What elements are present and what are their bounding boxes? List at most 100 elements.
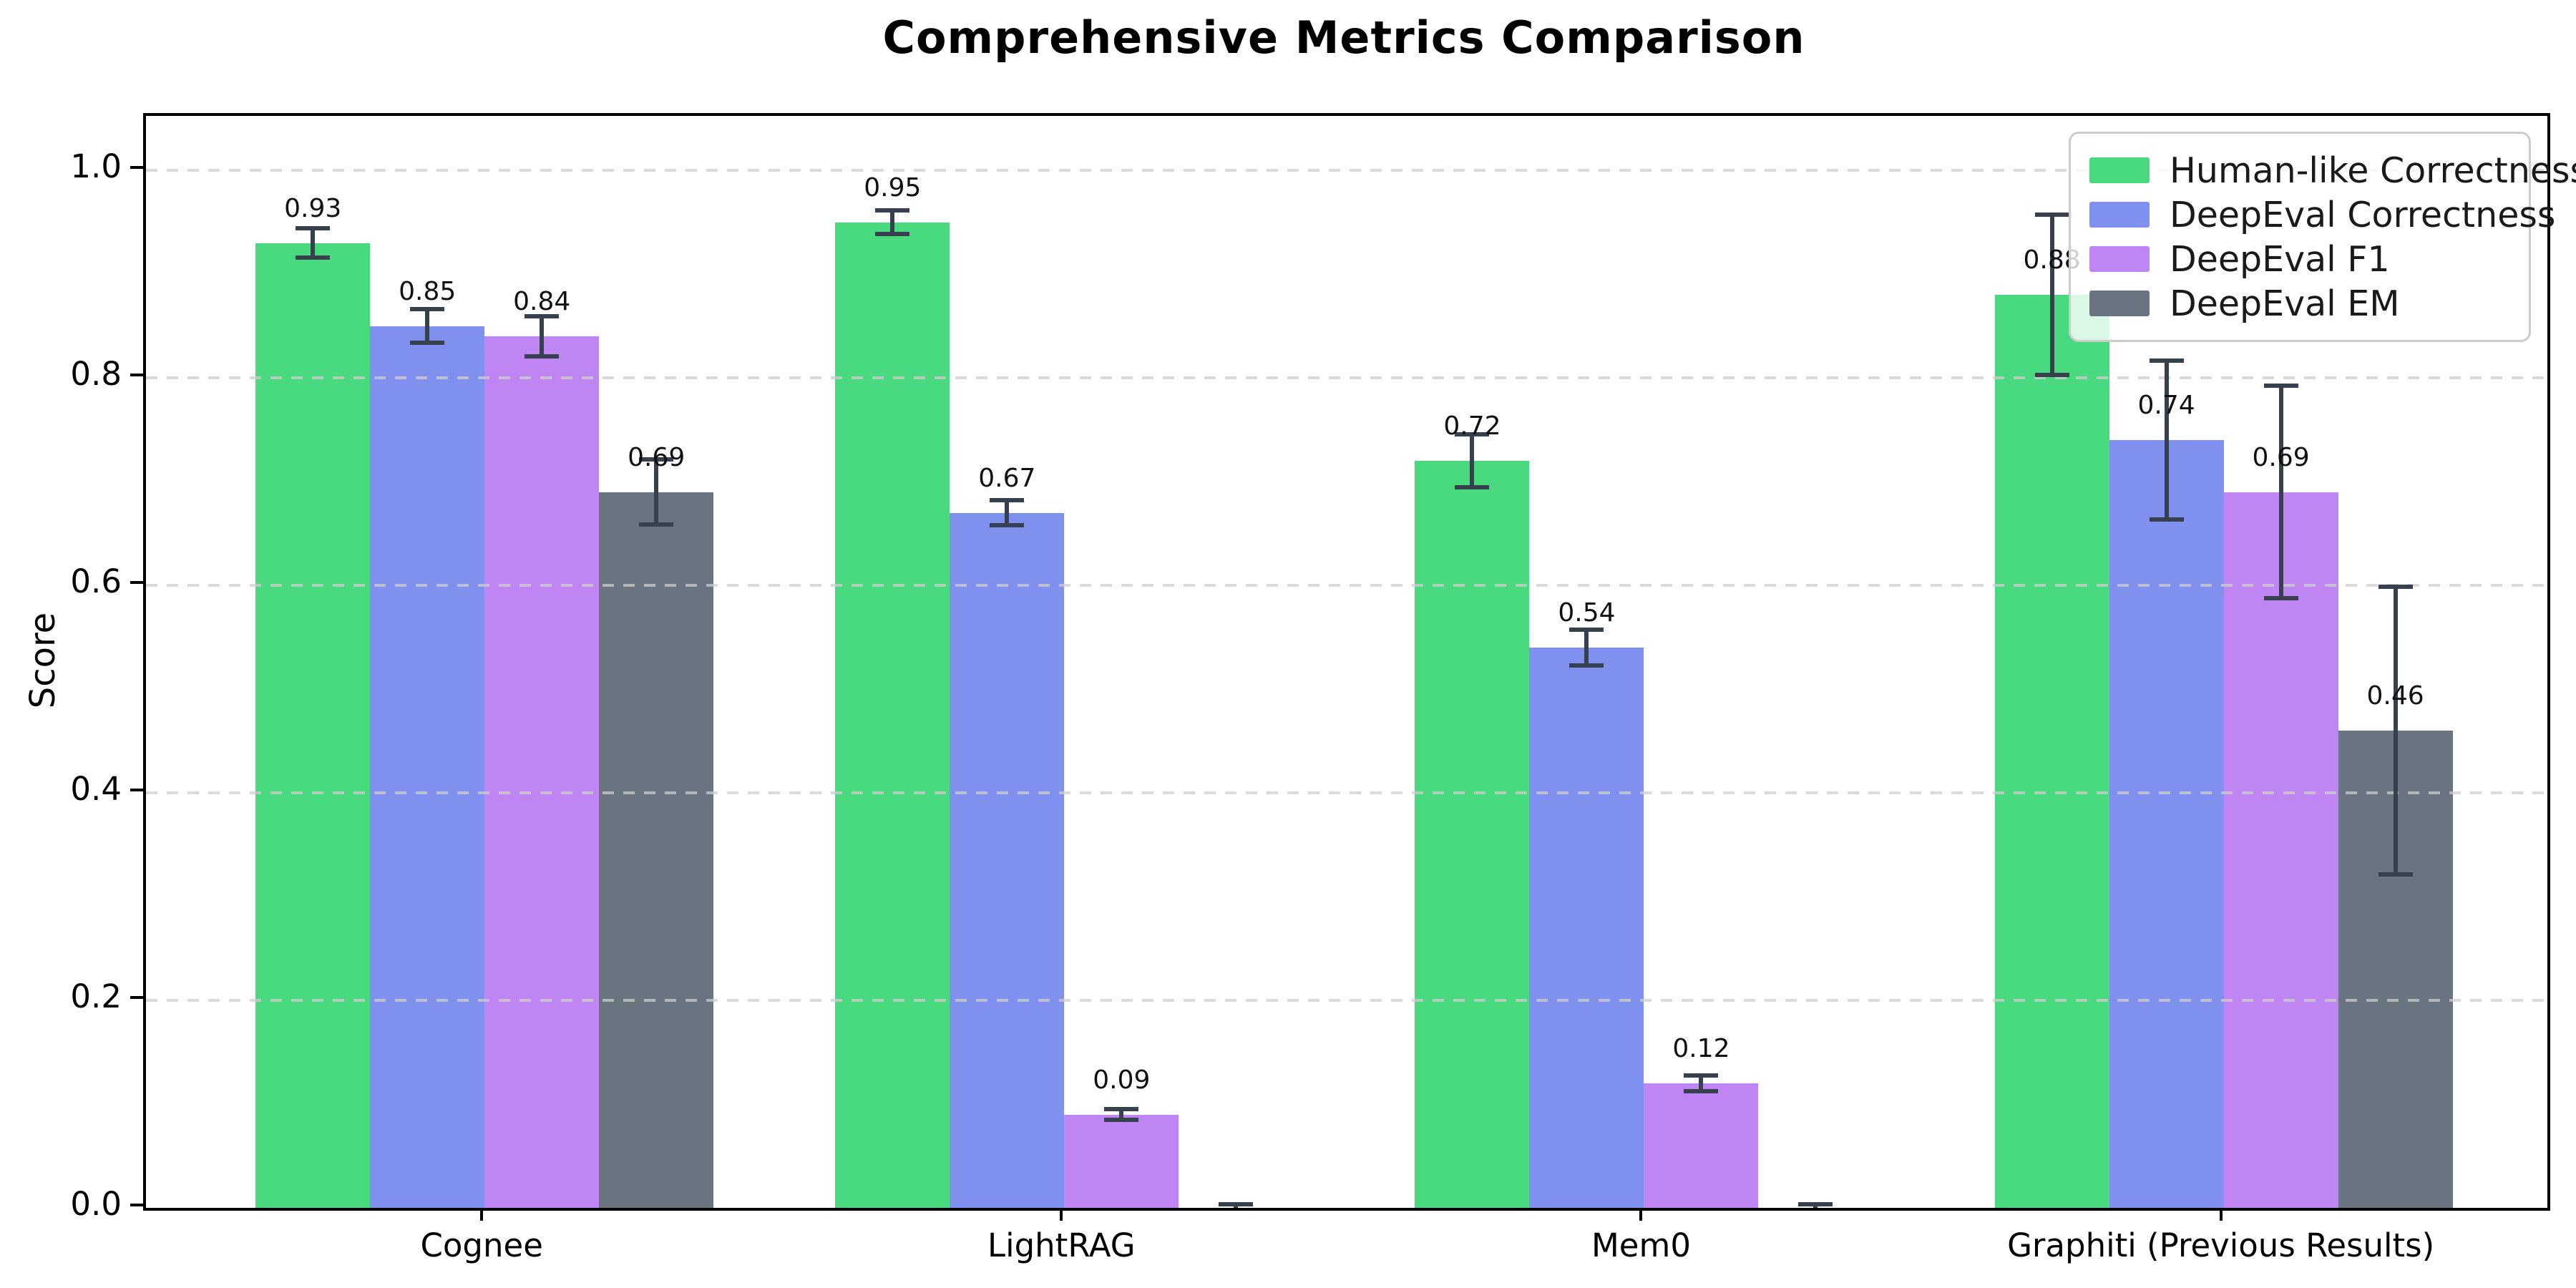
error-bar-cap-bottom xyxy=(2149,517,2184,522)
bar-value-label: 0.84 xyxy=(513,287,571,316)
bar-value-label: 0.46 xyxy=(2366,681,2424,711)
bar-value-label: 0.74 xyxy=(2137,391,2195,420)
y-tick-mark xyxy=(130,374,143,376)
error-bar-cap-bottom xyxy=(639,522,674,527)
gridline xyxy=(146,791,2547,794)
bar-value-label: 0.69 xyxy=(2252,442,2310,472)
error-bar-cap-bottom xyxy=(2378,872,2413,877)
bar xyxy=(370,326,485,1208)
error-bar-cap-top xyxy=(1684,1073,1719,1078)
bar-value-label: 0.67 xyxy=(978,463,1036,493)
bar xyxy=(1529,648,1644,1208)
error-bar-cap-top xyxy=(525,314,560,318)
legend-swatch xyxy=(2089,291,2150,316)
error-bar xyxy=(2393,586,2398,875)
y-tick-label: 0.0 xyxy=(70,1185,122,1223)
error-bar xyxy=(2164,360,2169,520)
legend-label: Human-like Correctness xyxy=(2170,150,2576,191)
error-bar-cap-top xyxy=(875,208,910,213)
error-bar-cap-bottom xyxy=(1455,484,1490,489)
error-bar xyxy=(1584,628,1589,667)
error-bar-cap-bottom xyxy=(296,255,331,260)
error-bar xyxy=(1005,499,1010,527)
bar xyxy=(255,243,371,1208)
error-bar-cap-bottom xyxy=(875,231,910,236)
bar xyxy=(1064,1114,1179,1208)
error-bar-cap-top xyxy=(410,306,445,311)
error-bar-cap-bottom xyxy=(990,523,1025,528)
error-bar xyxy=(425,308,430,344)
error-bar-cap-top xyxy=(1798,1202,1833,1207)
bar xyxy=(599,492,714,1208)
bar xyxy=(484,336,600,1208)
bar-value-label: 0.09 xyxy=(1093,1065,1151,1095)
legend-label: DeepEval EM xyxy=(2170,283,2400,324)
bar-value-label: 0.69 xyxy=(628,442,686,472)
error-bar-cap-top xyxy=(2149,358,2184,364)
x-tick-mark xyxy=(1639,1208,1643,1221)
x-tick-mark xyxy=(1060,1208,1063,1221)
legend-item: DeepEval EM xyxy=(2089,281,2510,326)
bar xyxy=(1994,295,2109,1208)
bar-value-label: 0.12 xyxy=(1672,1034,1730,1063)
y-tick-label: 0.6 xyxy=(70,562,122,600)
x-tick-label: Mem0 xyxy=(1591,1226,1691,1264)
error-bar xyxy=(311,227,316,259)
legend-item: Human-like Correctness xyxy=(2089,148,2576,192)
bar-value-label: 0.72 xyxy=(1443,411,1501,441)
x-tick-mark xyxy=(2219,1208,2223,1221)
error-bar-cap-bottom xyxy=(525,354,560,358)
bar xyxy=(2109,440,2224,1208)
bar-value-label: 0.93 xyxy=(284,193,342,223)
y-tick-label: 0.8 xyxy=(70,355,122,393)
error-bar-cap-top xyxy=(1219,1202,1254,1207)
error-bar-cap-top xyxy=(2034,212,2069,217)
error-bar-cap-bottom xyxy=(1104,1118,1139,1123)
bar xyxy=(1644,1083,1759,1208)
legend-swatch xyxy=(2089,157,2150,183)
x-tick-label: Cognee xyxy=(420,1226,543,1264)
error-bar xyxy=(1470,434,1475,488)
legend-item: DeepEval Correctness xyxy=(2089,192,2555,237)
y-tick-label: 1.0 xyxy=(70,147,122,185)
y-tick-label: 0.2 xyxy=(70,977,122,1015)
legend-item: DeepEval F1 xyxy=(2089,237,2510,281)
bar-value-label: 0.54 xyxy=(1558,598,1616,628)
x-tick-label: LightRAG xyxy=(987,1226,1136,1264)
bar xyxy=(835,222,950,1208)
chart-title: Comprehensive Metrics Comparison xyxy=(882,11,1805,64)
bar xyxy=(2223,492,2338,1208)
error-bar xyxy=(1119,1108,1124,1121)
error-bar-cap-bottom xyxy=(410,341,445,346)
error-bar xyxy=(540,316,545,357)
gridline xyxy=(146,169,2547,172)
bar-value-label: 0.85 xyxy=(399,276,457,306)
error-bar-cap-top xyxy=(2263,384,2298,389)
y-tick-label: 0.4 xyxy=(70,770,122,808)
legend-swatch xyxy=(2089,202,2150,228)
error-bar-cap-bottom xyxy=(1569,663,1604,668)
bar-value-label: 0.95 xyxy=(864,172,922,203)
error-bar xyxy=(2049,213,2054,376)
error-bar-cap-top xyxy=(2378,585,2413,590)
bar xyxy=(1415,461,1530,1208)
gridline xyxy=(146,584,2547,587)
error-bar xyxy=(654,459,659,525)
legend-label: DeepEval F1 xyxy=(2170,238,2390,280)
y-tick-mark xyxy=(130,1204,143,1206)
plot-area: 0.93 0.85 0.84 0.69 0.95 0.67 0.09 0.72 0.54 0.12… xyxy=(143,113,2576,1211)
error-bar-cap-bottom xyxy=(2034,373,2069,378)
y-tick-mark xyxy=(130,581,143,584)
error-bar-cap-top xyxy=(1455,432,1490,437)
x-tick-mark xyxy=(480,1208,484,1221)
gridline xyxy=(146,999,2547,1002)
legend-label: DeepEval Correctness xyxy=(2170,194,2556,235)
error-bar xyxy=(2278,385,2283,599)
error-bar-cap-top xyxy=(1569,627,1604,632)
legend-swatch xyxy=(2089,246,2150,272)
error-bar-cap-bottom xyxy=(2263,595,2298,600)
error-bar xyxy=(890,210,895,235)
gridline xyxy=(146,376,2547,379)
y-tick-mark xyxy=(130,166,143,169)
